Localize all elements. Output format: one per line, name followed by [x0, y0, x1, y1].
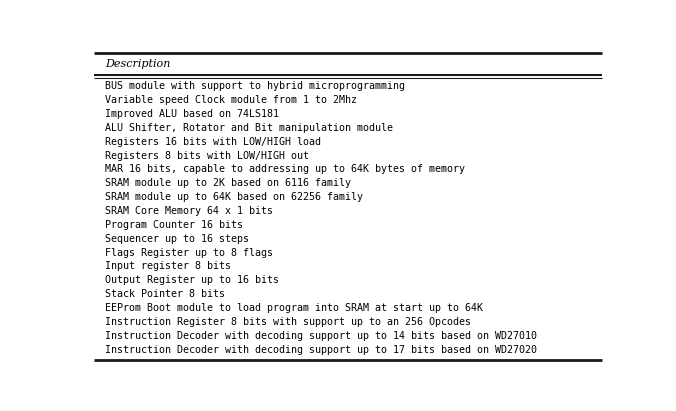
Text: SRAM module up to 64K based on 62256 family: SRAM module up to 64K based on 62256 fam…	[105, 192, 364, 202]
Text: MAR 16 bits, capable to addressing up to 64K bytes of memory: MAR 16 bits, capable to addressing up to…	[105, 164, 465, 174]
Text: Flags Register up to 8 flags: Flags Register up to 8 flags	[105, 247, 273, 258]
Text: Improved ALU based on 74LS181: Improved ALU based on 74LS181	[105, 109, 279, 119]
Text: Variable speed Clock module from 1 to 2Mhz: Variable speed Clock module from 1 to 2M…	[105, 95, 358, 105]
Text: BUS module with support to hybrid microprogramming: BUS module with support to hybrid microp…	[105, 81, 406, 91]
Text: Instruction Decoder with decoding support up to 17 bits based on WD27020: Instruction Decoder with decoding suppor…	[105, 344, 537, 355]
Text: Registers 16 bits with LOW/HIGH load: Registers 16 bits with LOW/HIGH load	[105, 137, 321, 147]
Text: SRAM Core Memory 64 x 1 bits: SRAM Core Memory 64 x 1 bits	[105, 206, 273, 216]
Text: Sequencer up to 16 steps: Sequencer up to 16 steps	[105, 234, 249, 244]
Text: Program Counter 16 bits: Program Counter 16 bits	[105, 220, 243, 230]
Text: Instruction Decoder with decoding support up to 14 bits based on WD27010: Instruction Decoder with decoding suppor…	[105, 331, 537, 341]
Bar	[94, 53, 602, 75]
Text: Output Register up to 16 bits: Output Register up to 16 bits	[105, 275, 279, 285]
Text: Registers 8 bits with LOW/HIGH out: Registers 8 bits with LOW/HIGH out	[105, 150, 310, 161]
Text: Instruction Register 8 bits with support up to an 256 Opcodes: Instruction Register 8 bits with support…	[105, 317, 471, 327]
Text: ALU Shifter, Rotator and Bit manipulation module: ALU Shifter, Rotator and Bit manipulatio…	[105, 123, 393, 133]
Text: Description: Description	[105, 59, 171, 69]
Text: EEProm Boot module to load program into SRAM at start up to 64K: EEProm Boot module to load program into …	[105, 303, 483, 313]
Text: Input register 8 bits: Input register 8 bits	[105, 261, 231, 271]
Text: SRAM module up to 2K based on 6116 family: SRAM module up to 2K based on 6116 famil…	[105, 178, 352, 188]
Text: Stack Pointer 8 bits: Stack Pointer 8 bits	[105, 289, 225, 299]
